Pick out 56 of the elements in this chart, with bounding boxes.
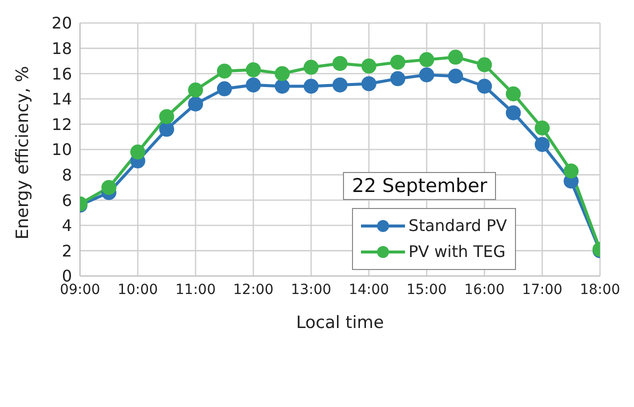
- point: [304, 78, 319, 94]
- point: [332, 77, 348, 92]
- x-tick-label: 16:00: [464, 282, 505, 298]
- x-tick-label: 17:00: [522, 282, 562, 298]
- point: [534, 120, 550, 136]
- y-tick-label: 18: [52, 38, 72, 58]
- y-tick-label: 14: [52, 90, 72, 109]
- point: [448, 50, 464, 65]
- point: [274, 78, 290, 94]
- y-tick-label: 20: [52, 14, 72, 33]
- point: [130, 144, 146, 160]
- point: [246, 77, 261, 92]
- point: [448, 68, 464, 84]
- annotation: 22 September: [343, 172, 496, 200]
- point: [506, 86, 521, 102]
- y-tick-label: 10: [52, 140, 72, 160]
- x-tick-label: 15:00: [406, 282, 447, 298]
- x-tick-label: 09:00: [60, 282, 100, 298]
- point: [419, 52, 434, 68]
- y-tick-label: 6: [62, 190, 72, 210]
- x-tick-label: 12:00: [233, 282, 274, 298]
- y-tick-label: 16: [52, 64, 72, 84]
- legend-label: Standard PV: [408, 215, 507, 237]
- y-tick-label: 8: [62, 165, 72, 184]
- point: [216, 81, 232, 96]
- y-tick-label: 2: [62, 241, 72, 260]
- point: [361, 58, 376, 74]
- point: [159, 109, 174, 124]
- point: [476, 57, 492, 72]
- point: [101, 180, 116, 195]
- point: [216, 64, 232, 79]
- x-tick-label: 13:00: [290, 282, 332, 298]
- point: [419, 67, 434, 82]
- x-tick-label: 18:00: [580, 282, 620, 298]
- point: [274, 66, 290, 82]
- x-tick-label: 11:00: [175, 282, 216, 298]
- x-axis-title: Local time: [296, 313, 384, 333]
- x-tick-label: 14:00: [348, 282, 390, 298]
- point: [390, 71, 406, 86]
- x-tick-label: 10:00: [118, 282, 158, 298]
- point: [332, 56, 348, 71]
- point: [390, 54, 406, 70]
- point: [564, 164, 579, 179]
- y-axis-title: Energy efficiency, %: [13, 66, 34, 240]
- y-tick-label: 4: [62, 216, 72, 236]
- y-tick-label: 12: [52, 114, 72, 134]
- point: [159, 122, 174, 137]
- point: [304, 60, 319, 75]
- point: [476, 78, 492, 94]
- point: [188, 82, 204, 98]
- point: [534, 136, 550, 152]
- point: [506, 105, 521, 120]
- point: [246, 62, 261, 78]
- point: [361, 76, 376, 92]
- legend-label: PV with TEG: [408, 241, 507, 263]
- point: [188, 96, 204, 112]
